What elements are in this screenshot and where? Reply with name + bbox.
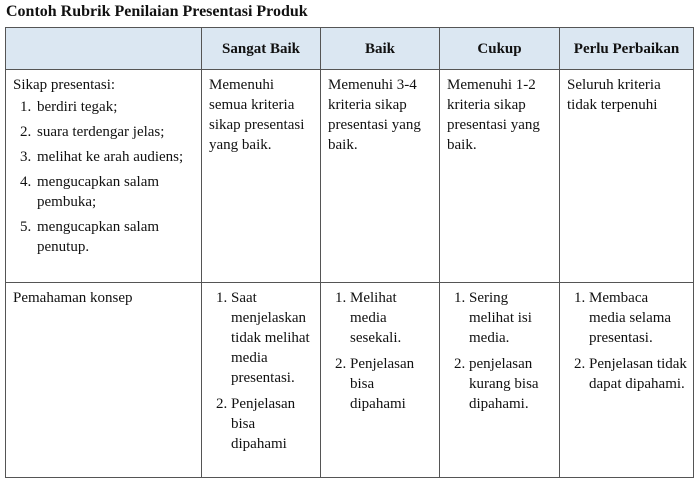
cell-sangat-baik: Saat menjelaskan tidak melihat media pre… — [201, 282, 321, 478]
list-item: Penjelasan bisa dipahami — [231, 394, 314, 454]
criteria-list: Saat menjelaskan tidak melihat media pre… — [209, 288, 314, 454]
cell-cukup: Memenuhi 1-2 kriteria sikap presentasi y… — [439, 69, 560, 283]
list-item: melihat ke arah audiens; — [35, 147, 195, 167]
list-item: Melihat media sesekali. — [350, 288, 433, 348]
header-aspect — [5, 27, 202, 70]
aspect-criteria-list: berdiri tegak; suara terdengar jelas; me… — [13, 97, 195, 257]
header-perlu-perbaikan: Perlu Perbaikan — [559, 27, 694, 70]
list-item: Sering melihat isi media. — [469, 288, 553, 348]
document-title: Contoh Rubrik Penilaian Presentasi Produ… — [6, 3, 308, 20]
list-item: Penjelasan bisa dipahami — [350, 354, 433, 414]
table-row: Pemahaman konsep Saat menjelaskan tidak … — [5, 282, 694, 478]
cell-perlu-perbaikan: Seluruh kriteria tidak terpenuhi — [559, 69, 694, 283]
header-baik: Baik — [320, 27, 440, 70]
table-row: Sikap presentasi: berdiri tegak; suara t… — [5, 69, 694, 283]
criteria-list: Membaca media selama presentasi. Penjela… — [567, 288, 687, 394]
list-item: berdiri tegak; — [35, 97, 195, 117]
list-item: Penjelasan tidak dapat dipahami. — [589, 354, 687, 394]
criteria-list: Sering melihat isi media. penjelasan kur… — [447, 288, 553, 414]
header-row: Sangat Baik Baik Cukup Perlu Perbaikan — [5, 27, 694, 70]
cell-sangat-baik: Memenuhi semua kriteria sikap presentasi… — [201, 69, 321, 283]
list-item: suara terdengar jelas; — [35, 122, 195, 142]
cell-baik: Melihat media sesekali. Penjelasan bisa … — [320, 282, 440, 478]
cell-cukup: Sering melihat isi media. penjelasan kur… — [439, 282, 560, 478]
list-item: mengucapkan salam penutup. — [35, 217, 195, 257]
list-item: penjelasan kurang bisa dipahami. — [469, 354, 553, 414]
cell-baik: Memenuhi 3-4 kriteria sikap presentasi y… — [320, 69, 440, 283]
list-item: mengucapkan salam pembuka; — [35, 172, 195, 212]
list-item: Saat menjelaskan tidak melihat media pre… — [231, 288, 314, 388]
rubric-table: Sangat Baik Baik Cukup Perlu Perbaikan S… — [5, 27, 694, 478]
cell-perlu-perbaikan: Membaca media selama presentasi. Penjela… — [559, 282, 694, 478]
aspect-cell: Pemahaman konsep — [5, 282, 202, 478]
list-item: Membaca media selama presentasi. — [589, 288, 687, 348]
header-cukup: Cukup — [439, 27, 560, 70]
aspect-cell: Sikap presentasi: berdiri tegak; suara t… — [5, 69, 202, 283]
aspect-title: Sikap presentasi: — [13, 77, 116, 93]
criteria-list: Melihat media sesekali. Penjelasan bisa … — [328, 288, 433, 414]
header-sangat-baik: Sangat Baik — [201, 27, 321, 70]
